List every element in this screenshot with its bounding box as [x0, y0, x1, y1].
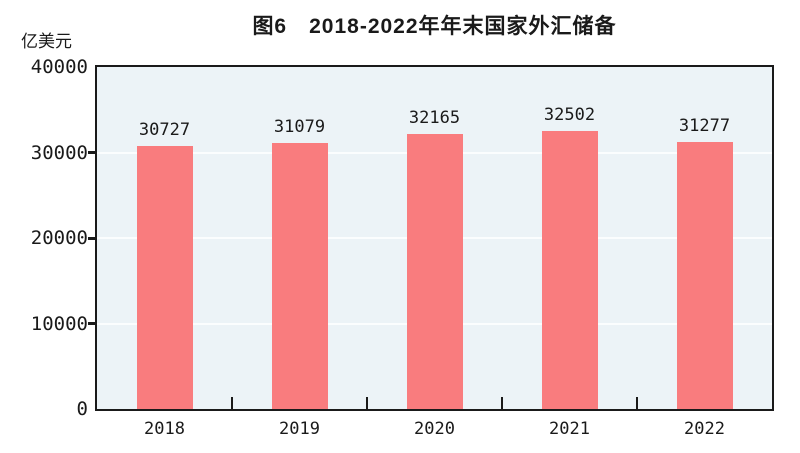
- chart-title: 图6 2018-2022年年末国家外汇储备: [252, 15, 617, 38]
- bar-value-label: 32165: [408, 108, 461, 128]
- y-axis-tick-label: 40000: [30, 56, 88, 78]
- y-axis-tick-label: 30000: [30, 141, 88, 164]
- x-axis-tick: [501, 397, 503, 409]
- y-axis-tick-label: 10000: [30, 312, 88, 335]
- y-axis-tick-label: 20000: [30, 227, 88, 249]
- x-axis-category-label: 2019: [279, 419, 320, 439]
- y-axis-tick: [88, 322, 95, 325]
- x-axis-tick: [231, 397, 233, 409]
- bar-value-label: 31079: [273, 117, 326, 138]
- x-axis-tick: [366, 397, 368, 409]
- x-axis-category-label: 2020: [414, 419, 455, 439]
- bar-value-label: 30727: [138, 120, 191, 141]
- x-axis-category-label: 2022: [684, 419, 725, 439]
- bar-value-label: 31277: [678, 115, 731, 136]
- x-axis-tick: [636, 397, 638, 409]
- bar: [541, 131, 598, 409]
- bar-value-label: 32502: [543, 105, 596, 126]
- bar: [136, 146, 193, 409]
- x-axis-category-label: 2021: [549, 419, 590, 439]
- bar: [676, 141, 733, 409]
- plot-area: 30727 31079 32165 32502 31277: [95, 65, 774, 411]
- x-axis-category-label: 2018: [144, 419, 185, 439]
- y-axis-unit-label: 亿美元: [21, 32, 72, 51]
- y-axis-tick: [88, 151, 95, 154]
- bar: [271, 143, 328, 409]
- y-axis-tick-label: 0: [76, 398, 88, 420]
- y-axis-tick: [88, 236, 95, 240]
- bar: [406, 134, 463, 409]
